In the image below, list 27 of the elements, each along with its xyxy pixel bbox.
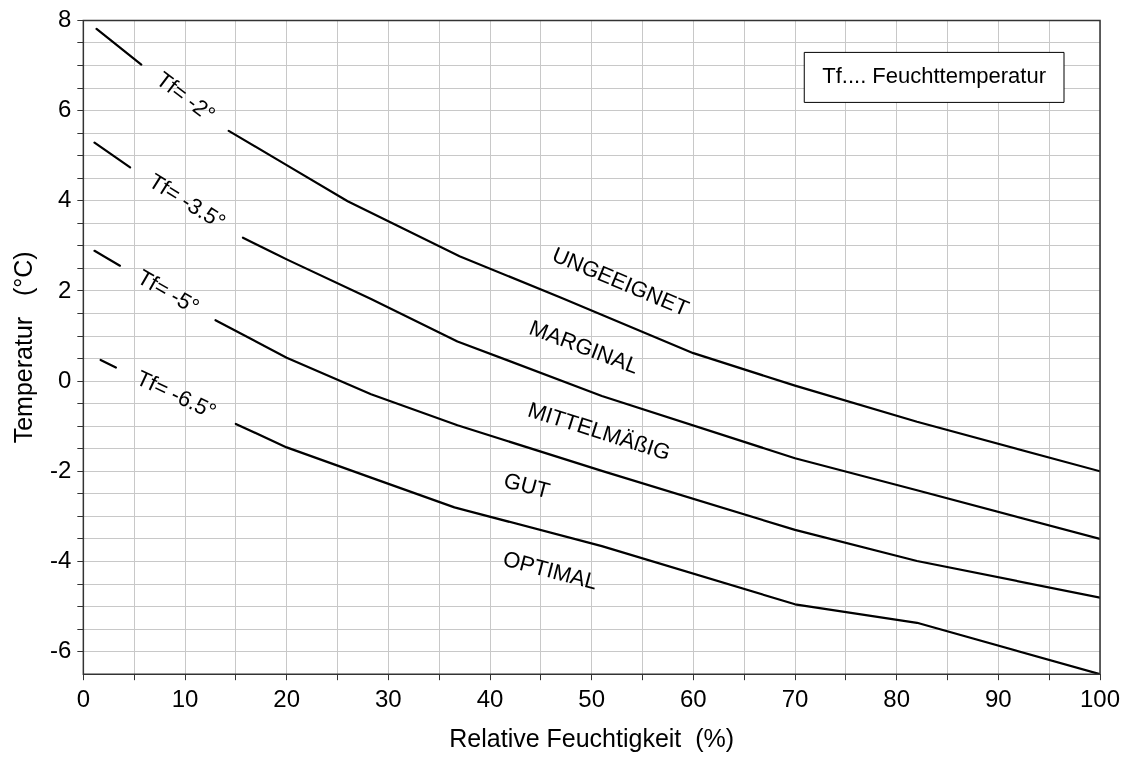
x-tick-label: 90	[984, 685, 1012, 713]
y-tick-label: 4	[57, 185, 72, 213]
x-tick-label: 80	[883, 685, 911, 713]
x-axis-title: Relative Feuchtigkeit (%)	[449, 723, 735, 752]
text: Tf= -3.5°	[144, 168, 231, 235]
x-tick-label: 100	[1079, 685, 1121, 713]
x-tick-label: 50	[578, 685, 606, 713]
annotation: Tf.... Feuchttemperatur	[822, 63, 1046, 89]
x-tick-label: 30	[374, 685, 402, 713]
x-tick-label: 70	[781, 685, 809, 713]
y-tick-label: 0	[57, 365, 72, 393]
annotation: GUT	[501, 467, 553, 504]
text: Tf= -2°	[151, 66, 221, 127]
y-tick-label: -4	[50, 546, 72, 574]
y-tick-label: 2	[57, 275, 72, 303]
x-tick-label: 20	[273, 685, 301, 713]
x-tick-label: 0	[76, 685, 91, 713]
x-tick-label: 40	[476, 685, 504, 713]
x-tick-label: 60	[679, 685, 707, 713]
y-tick-label: 8	[57, 5, 72, 33]
y-tick-label: -2	[50, 455, 72, 483]
text: Tf= -6.5°	[132, 365, 221, 424]
text: Tf= -5°	[133, 264, 204, 320]
y-tick-label: -6	[50, 636, 72, 664]
x-tick-label: 10	[171, 685, 199, 713]
y-tick-label: 6	[57, 95, 72, 123]
y-axis-title: Temperatur (°C)	[8, 251, 37, 444]
